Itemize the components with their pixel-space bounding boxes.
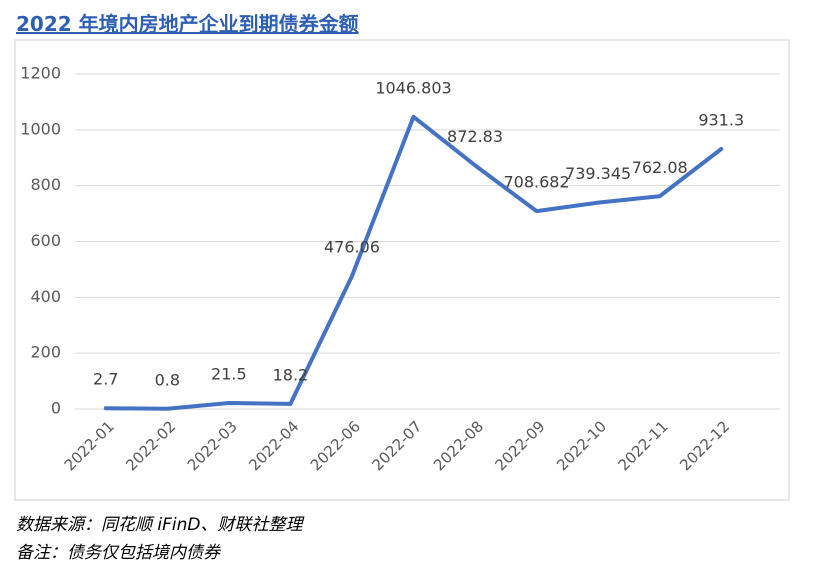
x-tick-label: 2022-09 [492,417,549,474]
data-label: 2.7 [93,370,118,389]
data-label: 1046.803 [375,78,451,97]
y-tick-label: 1000 [20,119,61,138]
x-tick-label: 2022-03 [184,417,241,474]
y-tick-label: 400 [30,287,61,306]
remark-note: 备注：债务仅包括境内债券 [16,543,220,563]
x-tick-label: 2022-02 [122,417,179,474]
x-tick-label: 2022-07 [368,417,425,474]
x-tick-label: 2022-10 [553,417,610,474]
y-tick-label: 1200 [20,64,61,83]
x-tick-label: 2022-04 [245,417,302,474]
x-tick-label: 2022-11 [615,417,672,474]
x-tick-label: 2022-08 [430,417,487,474]
data-label: 21.5 [211,364,247,383]
data-label: 739.345 [565,164,631,183]
data-label: 476.06 [324,238,380,257]
y-tick-label: 600 [30,231,61,250]
chart-title: 2022 年境内房地产企业到期债券金额 [16,12,359,36]
data-label: 762.08 [632,158,688,177]
data-label: 931.3 [698,111,744,130]
data-label: 872.83 [447,127,503,146]
data-label: 18.2 [273,365,309,384]
x-tick-label: 2022-01 [61,417,118,474]
source-note: 数据来源：同花顺 iFinD、财联社整理 [16,515,303,535]
chart-frame [14,39,790,501]
x-tick-label: 2022-12 [676,417,733,474]
data-label: 708.682 [504,173,570,192]
x-tick-label: 2022-06 [307,417,364,474]
y-tick-label: 800 [30,175,61,194]
data-line [103,114,724,411]
data-label: 0.8 [155,370,180,389]
y-tick-label: 0 [51,399,61,418]
y-tick-label: 200 [30,343,61,362]
